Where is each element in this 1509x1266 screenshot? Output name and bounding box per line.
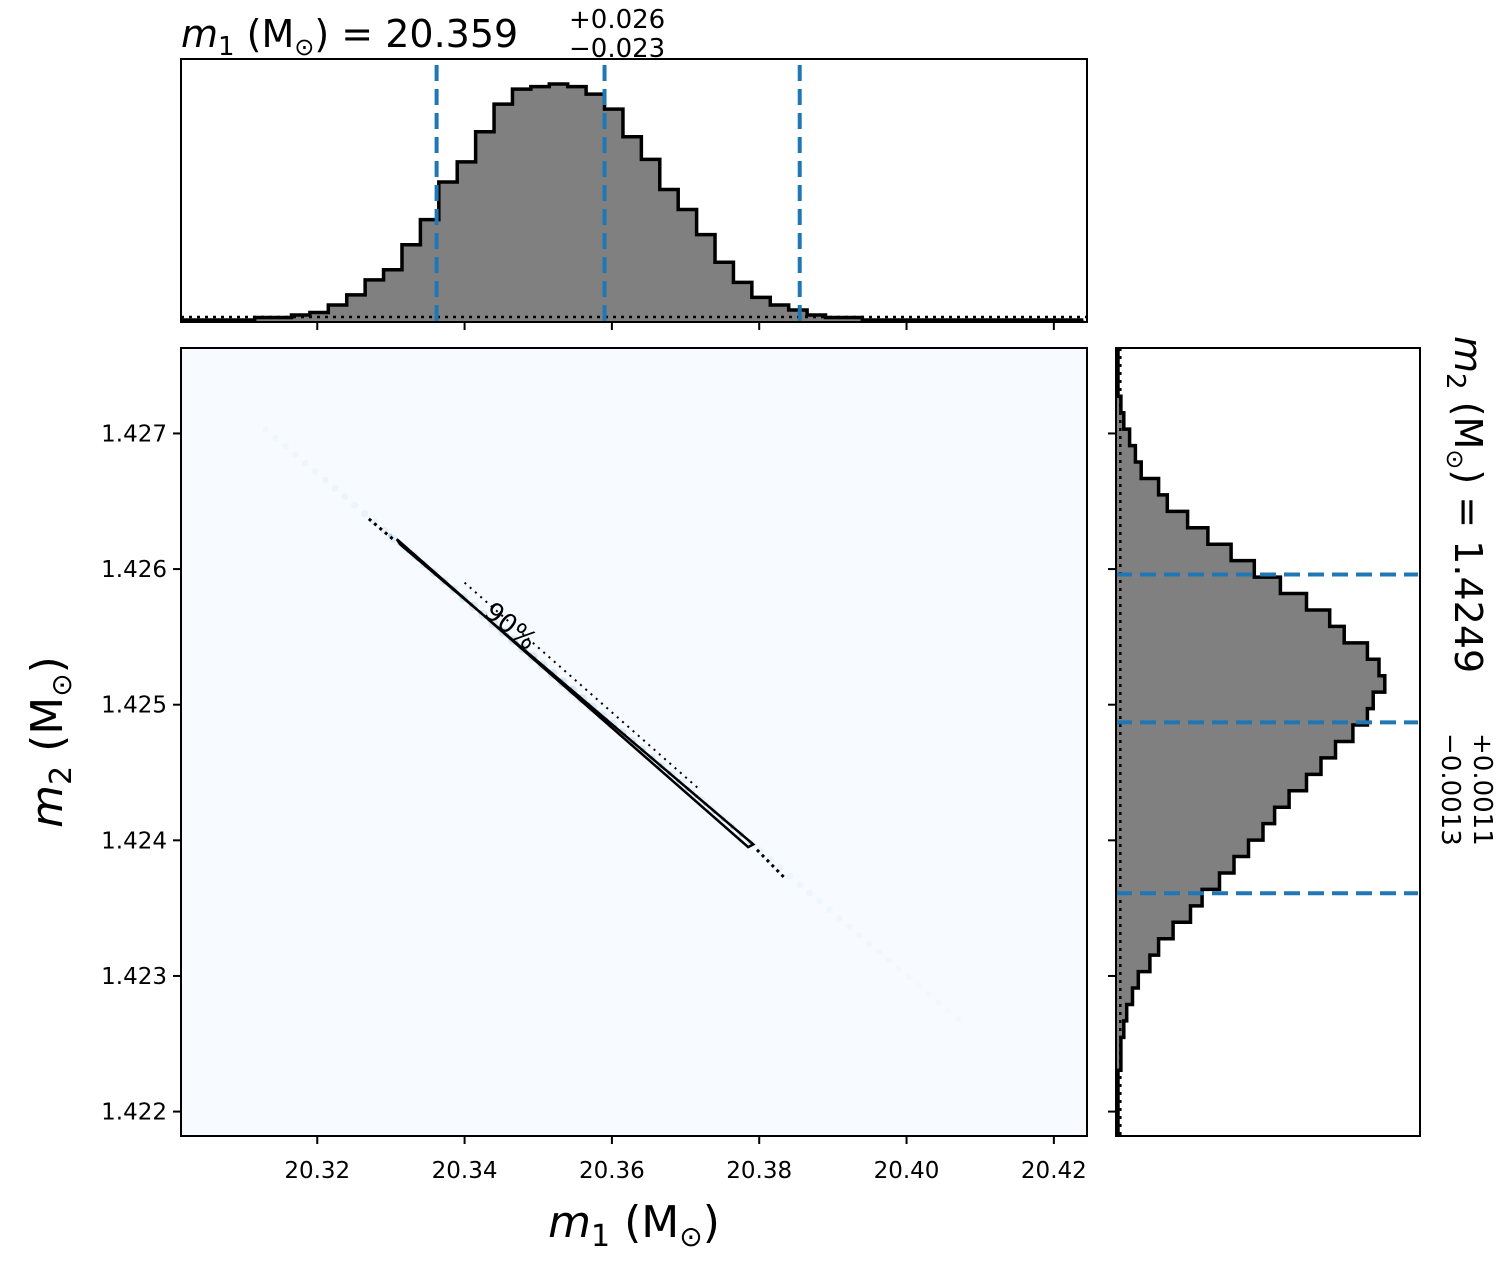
y-axis-unit: (M [22, 697, 73, 766]
y-tick-label-4: 1.426 [101, 557, 167, 583]
x-axis-sub: 1 [591, 1219, 610, 1254]
m2-panel-yticks [1108, 432, 1116, 1113]
m2-title-value: 1.4249 [1446, 540, 1490, 673]
y-axis-sub: 2 [44, 766, 79, 785]
m2-title-unit: (M [1446, 390, 1490, 450]
m2-title-minus: −0.0013 [1435, 733, 1465, 846]
m1-title-symbol: m [181, 12, 218, 56]
x-axis-symbol: m [548, 1197, 591, 1248]
density-cell [341, 493, 349, 501]
x-tick-label-5: 20.42 [1021, 1158, 1087, 1184]
sun-symbol-icon: ⊙ [679, 1220, 702, 1253]
density-cell [905, 974, 912, 981]
m1-panel-frame [180, 58, 1088, 323]
m2-histogram-fill [1116, 348, 1385, 1136]
sun-symbol-icon: ⊙ [1441, 449, 1469, 469]
density-cell [836, 915, 843, 922]
x-tick-label-4: 20.40 [874, 1158, 940, 1184]
m1-marginal-panel: m1 (M⊙) = 20.359 +0.026 −0.023 [180, 5, 1088, 330]
joint-xticks: 20.32 20.34 20.36 20.38 20.40 20.42 [284, 1136, 1087, 1184]
density-cell [321, 476, 329, 484]
m1-title-value: 20.359 [385, 12, 518, 56]
density-cell [945, 1007, 952, 1014]
density-cell [865, 940, 873, 947]
density-cell [360, 510, 369, 518]
sun-symbol-icon: ⊙ [45, 673, 78, 696]
y-axis-symbol: m [22, 785, 73, 828]
density-cell [895, 965, 902, 972]
m1-panel-title: m1 (M⊙) = 20.359 [181, 12, 518, 62]
m2-title-sub: 2 [1440, 373, 1470, 390]
density-cell [301, 459, 309, 467]
x-tick-label-2: 20.36 [579, 1158, 645, 1184]
density-cell [915, 982, 922, 989]
m1-panel-xticks [316, 322, 1055, 330]
x-tick-label-3: 20.38 [726, 1158, 792, 1184]
density-cell [846, 923, 853, 930]
density-cell [935, 999, 942, 1006]
joint-contour-90 [367, 517, 787, 880]
density-cell [796, 881, 804, 888]
m2-panel-title: m2 (M⊙) = 1.4249 [1440, 336, 1490, 673]
x-axis-title: m1 (M⊙) [548, 1197, 720, 1254]
m1-histogram-fill [181, 84, 1087, 322]
joint-panel-frame [180, 347, 1088, 1137]
density-cell [806, 889, 814, 897]
m1-title-plus: +0.026 [569, 5, 665, 35]
density-cell [262, 426, 269, 433]
m1-quantile-lines [434, 65, 802, 322]
density-cell [786, 872, 794, 880]
density-cell [856, 931, 863, 939]
x-tick-label-0: 20.32 [284, 1158, 350, 1184]
x-axis-unit: (M [610, 1197, 679, 1248]
density-cell [292, 451, 299, 458]
m2-title-symbol: m [1446, 336, 1490, 373]
contour-fragment-upper [367, 517, 395, 541]
m2-title-plus: +0.0011 [1467, 733, 1497, 846]
m1-title-minus: −0.023 [569, 34, 665, 64]
m2-title-unit-close: ) = [1446, 469, 1490, 540]
x-tick-label-1: 20.34 [432, 1158, 498, 1184]
density-cell [282, 443, 289, 450]
density-cell [331, 484, 339, 492]
x-axis-unit-close: ) [703, 1197, 720, 1248]
density-cell [816, 898, 823, 905]
y-tick-label-3: 1.425 [101, 693, 167, 719]
m2-quantile-lines [1116, 572, 1418, 896]
m1-title-unit-close: ) = [314, 12, 385, 56]
contour-90-outline [395, 538, 756, 849]
density-cell [311, 468, 319, 475]
density-cell [351, 501, 359, 509]
m2-panel-frame [1115, 347, 1421, 1137]
y-tick-label-5: 1.427 [101, 421, 167, 447]
y-tick-label-1: 1.423 [101, 964, 167, 990]
density-cell [875, 948, 883, 956]
y-axis-unit-close: ) [22, 656, 73, 673]
y-tick-label-2: 1.424 [101, 828, 167, 854]
m2-marginal-panel: m2 (M⊙) = 1.4249 +0.0011 −0.0013 [1108, 336, 1497, 1137]
density-cell [955, 1016, 962, 1023]
m1-title-sub: 1 [218, 32, 235, 62]
density-cell [272, 434, 279, 441]
m1-title-unit: (M [235, 12, 295, 56]
y-axis-title: m2 (M⊙) [22, 656, 79, 828]
sun-symbol-icon: ⊙ [294, 33, 314, 61]
joint-panel: 90% 20.32 20.34 20.36 20.38 20.40 20.42 1.422… [22, 347, 1088, 1254]
density-cell [776, 864, 784, 872]
joint-yticks: 1.422 1.423 1.424 1.425 1.426 1.427 [101, 421, 181, 1126]
density-cell [925, 991, 932, 998]
density-cell [885, 957, 892, 964]
y-tick-label-0: 1.422 [101, 1100, 167, 1126]
density-cell [826, 906, 833, 913]
m2-histogram-step [1116, 348, 1387, 1136]
